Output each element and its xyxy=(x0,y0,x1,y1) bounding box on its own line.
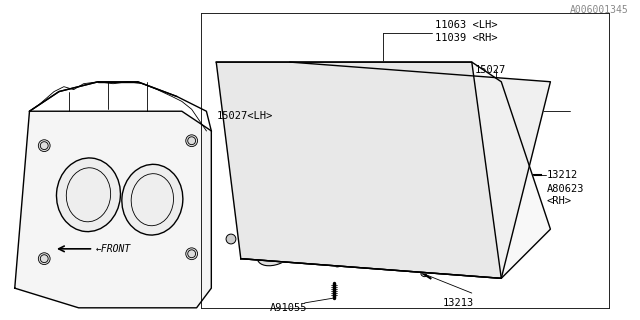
Text: 13213: 13213 xyxy=(442,298,474,308)
Ellipse shape xyxy=(246,176,255,184)
Text: 15027<LH>: 15027<LH> xyxy=(216,111,273,121)
Text: 11063 <LH>: 11063 <LH> xyxy=(435,20,498,30)
Ellipse shape xyxy=(451,204,493,235)
Text: 15027: 15027 xyxy=(475,65,506,75)
Text: 11039 <RH>: 11039 <RH> xyxy=(435,33,498,43)
Ellipse shape xyxy=(488,127,495,135)
Ellipse shape xyxy=(256,88,265,95)
Ellipse shape xyxy=(271,228,289,241)
Text: 13212: 13212 xyxy=(547,170,578,180)
Ellipse shape xyxy=(482,270,491,277)
Ellipse shape xyxy=(340,178,387,212)
Ellipse shape xyxy=(56,158,120,232)
Ellipse shape xyxy=(488,205,495,213)
Ellipse shape xyxy=(257,242,293,266)
Ellipse shape xyxy=(246,98,255,105)
Ellipse shape xyxy=(186,248,198,260)
Ellipse shape xyxy=(477,113,486,120)
Ellipse shape xyxy=(403,103,413,110)
Ellipse shape xyxy=(226,234,236,244)
Ellipse shape xyxy=(399,193,446,227)
Ellipse shape xyxy=(246,215,255,223)
Ellipse shape xyxy=(488,245,495,253)
Ellipse shape xyxy=(488,166,495,174)
Text: A91055: A91055 xyxy=(270,303,308,313)
Ellipse shape xyxy=(122,164,183,235)
Ellipse shape xyxy=(335,241,353,254)
Text: ←FRONT: ←FRONT xyxy=(95,244,131,254)
Ellipse shape xyxy=(282,158,328,192)
Ellipse shape xyxy=(335,260,344,267)
Ellipse shape xyxy=(330,93,339,100)
Text: A006001345: A006001345 xyxy=(570,5,629,15)
Text: A80623
<RH>: A80623 <RH> xyxy=(547,184,584,205)
Ellipse shape xyxy=(246,137,255,145)
Polygon shape xyxy=(216,62,550,278)
Ellipse shape xyxy=(408,265,417,272)
Ellipse shape xyxy=(399,255,417,268)
Ellipse shape xyxy=(38,253,50,265)
Ellipse shape xyxy=(186,135,198,147)
Ellipse shape xyxy=(260,255,270,262)
Polygon shape xyxy=(15,111,211,308)
Polygon shape xyxy=(216,62,501,278)
Ellipse shape xyxy=(38,140,50,152)
Polygon shape xyxy=(241,62,550,278)
